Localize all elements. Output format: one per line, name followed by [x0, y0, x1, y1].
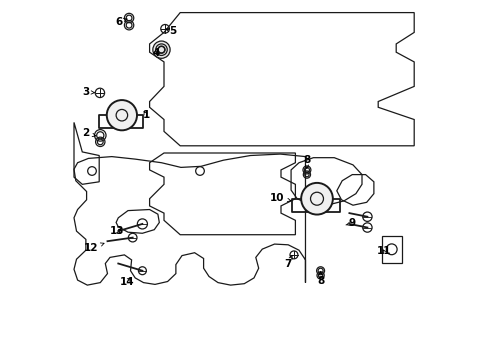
Text: 1: 1: [143, 110, 149, 120]
Text: 10: 10: [270, 193, 291, 203]
Text: 11: 11: [377, 246, 391, 256]
Circle shape: [363, 212, 372, 221]
Circle shape: [363, 223, 372, 232]
Text: 8: 8: [317, 272, 324, 286]
Circle shape: [139, 267, 147, 275]
Circle shape: [153, 41, 170, 58]
Text: 12: 12: [84, 243, 104, 253]
Text: 9: 9: [346, 218, 356, 228]
Circle shape: [128, 233, 137, 242]
Text: 7: 7: [285, 256, 292, 269]
Text: 14: 14: [120, 276, 134, 287]
Text: 6: 6: [115, 17, 127, 27]
Text: 3: 3: [82, 87, 95, 97]
Text: 5: 5: [166, 26, 176, 36]
Text: 4: 4: [152, 48, 159, 58]
Circle shape: [107, 100, 137, 130]
Circle shape: [301, 183, 333, 215]
Text: 8: 8: [303, 155, 311, 168]
Text: 2: 2: [82, 128, 96, 138]
Circle shape: [137, 219, 147, 229]
Text: 13: 13: [110, 226, 124, 236]
